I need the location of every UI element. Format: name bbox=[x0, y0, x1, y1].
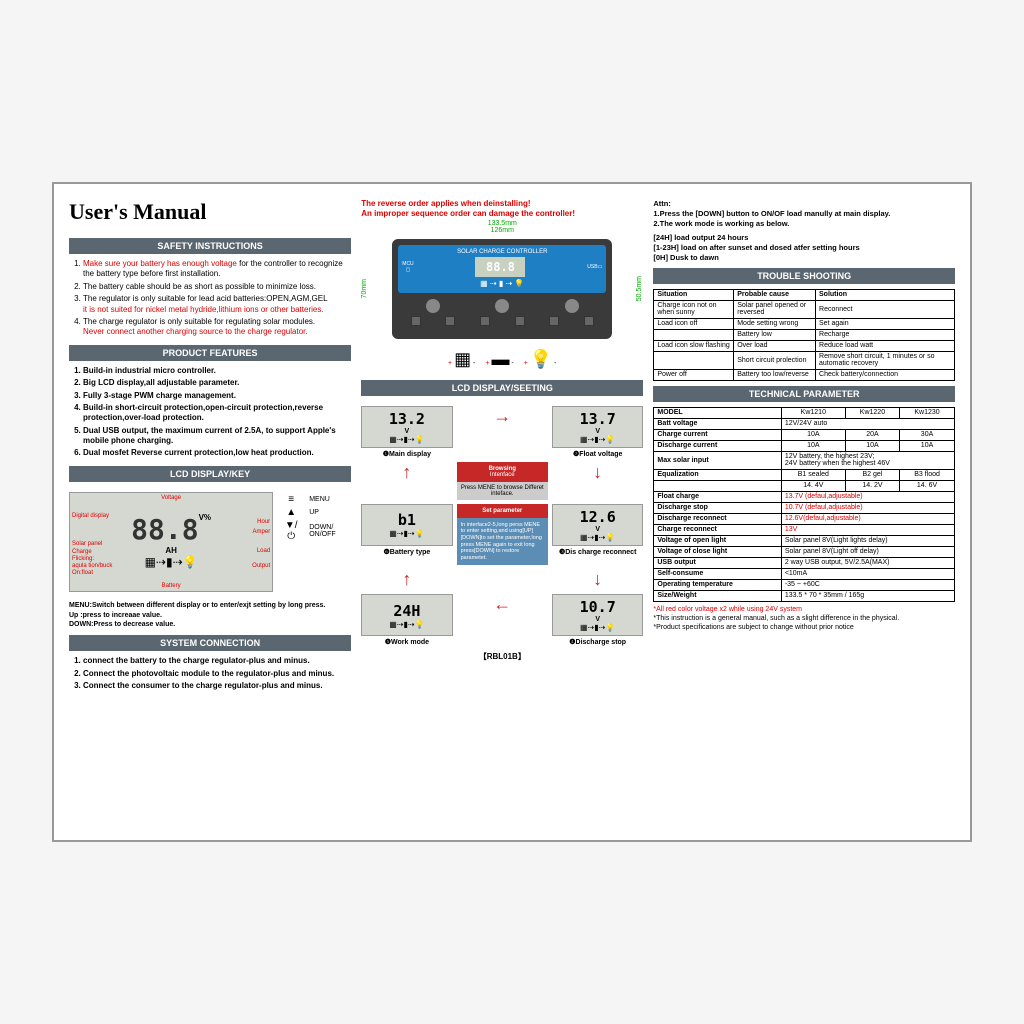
wiring-icons: + ▦ - + ▬ - + 💡 - bbox=[361, 349, 643, 370]
sysconn-header: SYSTEM CONNECTION bbox=[69, 635, 351, 651]
footnotes: *All red color voltage x2 while using 24… bbox=[653, 605, 955, 632]
features-header: PRODUCT FEATURES bbox=[69, 345, 351, 361]
flow-cell: 10.7V▦⇢▮⇢💡❹Discharge stop bbox=[552, 594, 643, 646]
safety-item: The battery cable should be as short as … bbox=[83, 282, 351, 292]
key-table: ≡MENU ▲UP ▼/⏻DOWN/ ON/OFF bbox=[281, 492, 351, 597]
features-list: Build-in industrial micro controller. Big… bbox=[69, 366, 351, 461]
sysconn-item: connect the battery to the charge regula… bbox=[83, 656, 351, 666]
attn-block: Attn: 1.Press the [DOWN] button to ON/OF… bbox=[653, 199, 955, 228]
lcdkey-header: LCD DISPLAY/KEY bbox=[69, 466, 351, 482]
safety-item: The regulator is only suitable for lead … bbox=[83, 294, 351, 315]
flow-cell: 24H▦⇢▮⇢💡❺Work mode bbox=[361, 594, 452, 646]
tech-header: TECHNICAL PARAMETER bbox=[653, 386, 955, 402]
manual-page: User's Manual SAFETY INSTRUCTIONS Make s… bbox=[52, 182, 972, 842]
safety-header: SAFETY INSTRUCTIONS bbox=[69, 238, 351, 254]
sysconn-item: Connect the consumer to the charge regul… bbox=[83, 681, 351, 691]
warning: The reverse order applies when deinstall… bbox=[361, 199, 643, 220]
flow-grid: 13.2V▦⇢▮⇢💡❶Main display→13.7V▦⇢▮⇢💡❷Float… bbox=[361, 406, 643, 647]
safety-item: The charge regulator is only suitable fo… bbox=[83, 317, 351, 338]
feature-item: Build-in industrial micro controller. bbox=[83, 366, 351, 376]
key-row: ▼/⏻DOWN/ ON/OFF bbox=[281, 520, 351, 542]
footnote: *Product specifications are subject to c… bbox=[653, 623, 955, 632]
flow-cell: b1▦⇢▮⇢💡❻Battery type bbox=[361, 504, 452, 566]
key-row: ≡MENU bbox=[281, 494, 351, 505]
flow-cell: 12.6V▦⇢▮⇢💡❸Dis charge reconnect bbox=[552, 504, 643, 566]
main-title: User's Manual bbox=[69, 199, 351, 225]
trouble-table: SituationProbable causeSolutionCharge ic… bbox=[653, 289, 955, 381]
device-diagram: SOLAR CHARGE CONTROLLER MCU▢ 88.8 USB▭ ▦… bbox=[392, 239, 612, 339]
safety-item: Make sure your battery has enough voltag… bbox=[83, 259, 351, 280]
lcdset-header: LCD DISPLAY/SEETING bbox=[361, 380, 643, 396]
feature-item: Big LCD display,all adjustable parameter… bbox=[83, 378, 351, 388]
column-1: User's Manual SAFETY INSTRUCTIONS Make s… bbox=[69, 199, 351, 825]
footnote: *This instruction is a general manual, s… bbox=[653, 614, 955, 623]
menu-note: MENU:Switch between different display or… bbox=[69, 601, 351, 630]
feature-item: Dual mosfet Reverse current protection,l… bbox=[83, 448, 351, 458]
flow-cell: 13.2V▦⇢▮⇢💡❶Main display bbox=[361, 406, 452, 458]
sysconn-list: connect the battery to the charge regula… bbox=[69, 656, 351, 693]
footnote: *All red color voltage x2 while using 24… bbox=[653, 605, 955, 614]
lcd-diagram: Voltage Digital display 88.8V%AH Hour Am… bbox=[69, 492, 273, 592]
model-label: 【RBL01B】 bbox=[361, 651, 643, 662]
tech-table: MODELKw1210Kw1220Kw1230Batt voltage12V/2… bbox=[653, 407, 955, 602]
flow-cell: 13.7V▦⇢▮⇢💡❷Float voltage bbox=[552, 406, 643, 458]
key-row: ▲UP bbox=[281, 507, 351, 518]
feature-item: Fully 3-stage PWM charge management. bbox=[83, 391, 351, 401]
safety-list: Make sure your battery has enough voltag… bbox=[69, 259, 351, 340]
feature-item: Dual USB output, the maximum current of … bbox=[83, 426, 351, 447]
sysconn-item: Connect the photovoltaic module to the r… bbox=[83, 669, 351, 679]
trouble-header: TROUBLE SHOOTING bbox=[653, 268, 955, 284]
column-3: Attn: 1.Press the [DOWN] button to ON/OF… bbox=[653, 199, 955, 825]
column-2: The reverse order applies when deinstall… bbox=[361, 199, 643, 825]
feature-item: Build-in short-circuit protection,open-c… bbox=[83, 403, 351, 424]
